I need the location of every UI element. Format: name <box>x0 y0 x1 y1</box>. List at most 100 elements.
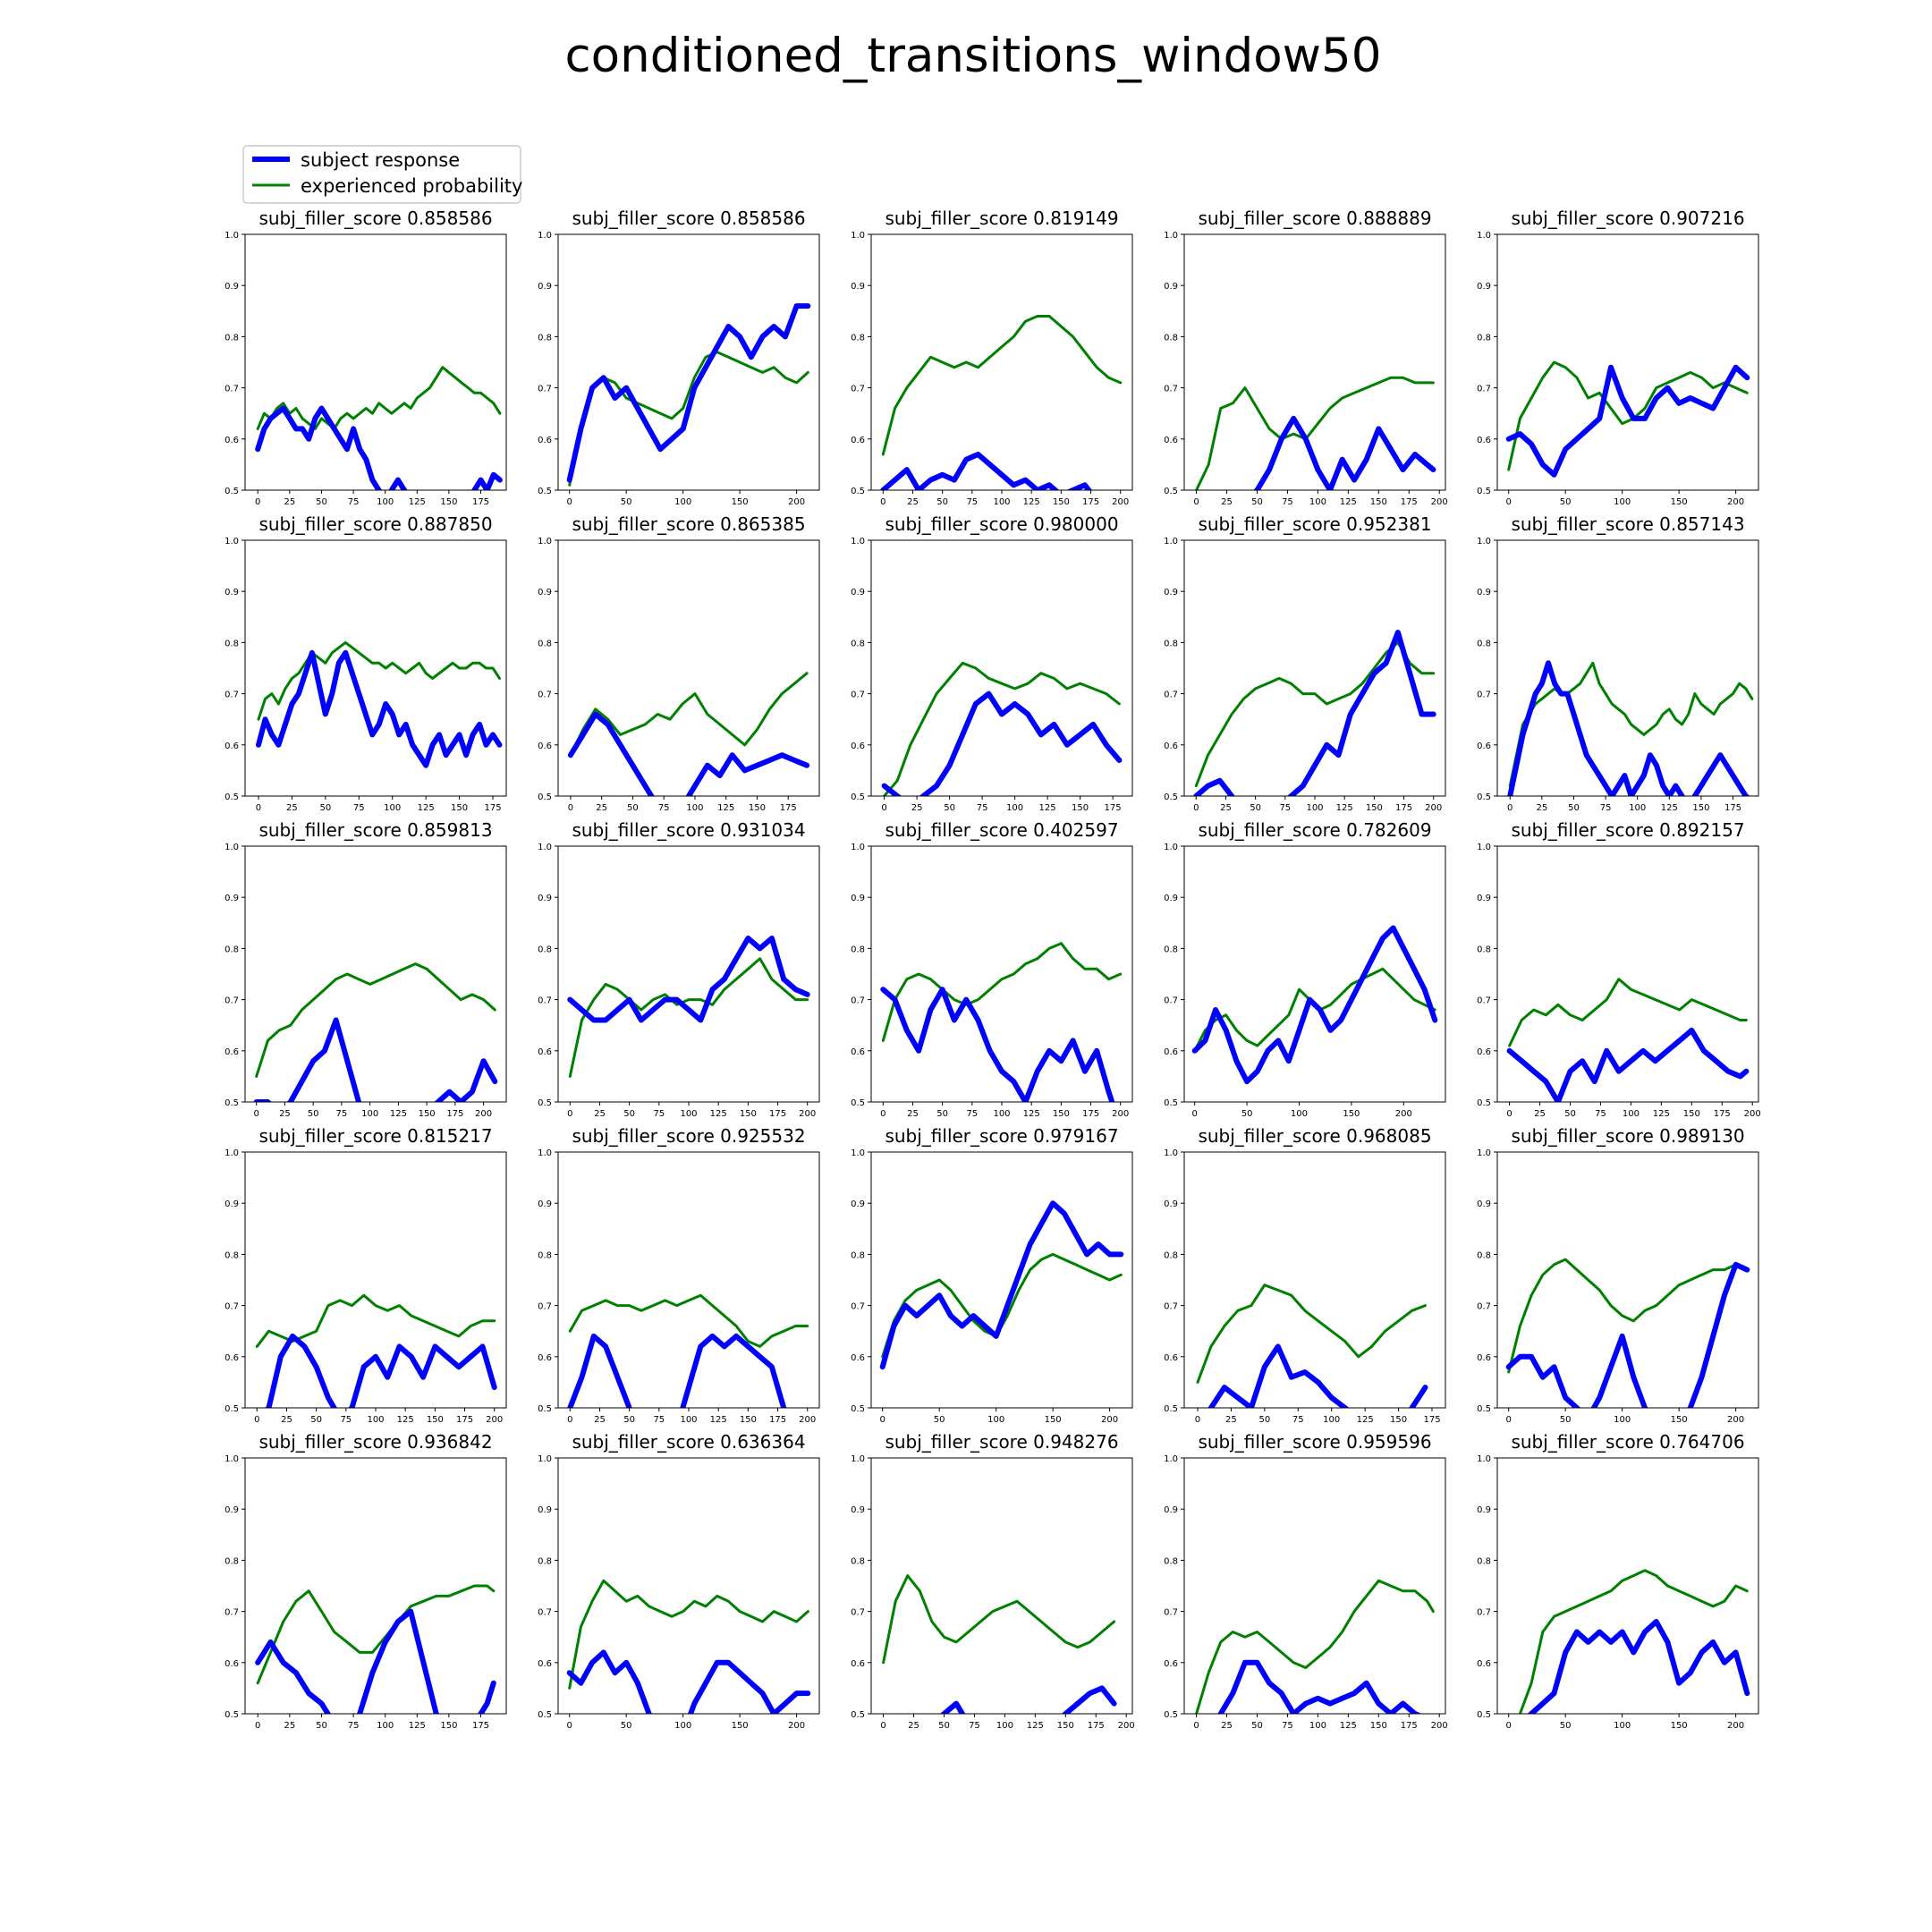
y-tick-label: 0.6 <box>1477 1353 1491 1363</box>
x-tick-label: 100 <box>1629 803 1646 813</box>
y-tick-label: 1.0 <box>851 231 865 241</box>
x-tick-label: 0 <box>1193 497 1199 507</box>
y-tick-label: 0.9 <box>1164 894 1178 903</box>
series-experienced-probability <box>882 1574 1116 1665</box>
x-tick-label: 50 <box>1568 803 1580 813</box>
x-tick-label: 75 <box>1600 803 1612 813</box>
x-tick-label: 50 <box>621 497 632 507</box>
x-tick-label: 200 <box>475 1109 492 1119</box>
x-tick-label: 75 <box>1279 803 1291 813</box>
y-tick-label: 0.9 <box>538 894 552 903</box>
y-tick-label: 0.7 <box>1164 1302 1178 1312</box>
x-tick-label: 0 <box>255 1721 260 1731</box>
x-tick-label: 125 <box>1039 803 1056 813</box>
x-tick-label: 0 <box>1506 1415 1512 1425</box>
x-tick-label: 25 <box>281 1415 292 1425</box>
x-tick-label: 150 <box>749 803 766 813</box>
subplot-series <box>1195 376 1436 490</box>
x-tick-label: 25 <box>594 1109 606 1119</box>
y-tick-label: 0.7 <box>538 691 552 700</box>
x-tick-label: 75 <box>1282 1721 1293 1731</box>
x-tick-label: 50 <box>623 1109 635 1119</box>
x-tick-label: 100 <box>686 803 703 813</box>
x-tick-label: 175 <box>472 497 489 507</box>
y-tick-label: 0.5 <box>1477 1710 1491 1720</box>
x-tick-label: 100 <box>1614 1415 1631 1425</box>
x-tick-label: 175 <box>1105 803 1122 813</box>
x-tick-label: 50 <box>1560 1721 1572 1731</box>
y-tick-label: 1.0 <box>538 1454 552 1464</box>
x-tick-label: 25 <box>284 497 295 507</box>
x-tick-label: 125 <box>1336 803 1353 813</box>
y-tick-label: 1.0 <box>538 537 552 547</box>
y-tick-label: 0.9 <box>1477 1505 1491 1515</box>
subplot: subj_filler_score 0.859813 0.5 0.6 0.7 0.8 0.… <box>225 819 507 1119</box>
subplot: subj_filler_score 0.959596 0.5 0.6 0.7 0.8 0.… <box>1164 1431 1448 1731</box>
y-tick-label: 0.7 <box>225 1608 239 1618</box>
y-tick-label: 0.9 <box>851 588 865 597</box>
subplot-frame <box>557 1457 820 1715</box>
subplot-title: subj_filler_score 0.968085 <box>1198 1125 1431 1147</box>
series-subject-response <box>880 452 1093 490</box>
y-tick-label: 1.0 <box>225 843 239 852</box>
x-tick-label: 100 <box>996 1721 1013 1731</box>
subplot: subj_filler_score 0.764706 0.5 0.6 0.7 0.8 0.… <box>1477 1431 1759 1731</box>
y-tick-label: 0.5 <box>225 792 239 802</box>
y-tick-label: 0.7 <box>1164 1608 1178 1618</box>
x-tick-label: 100 <box>384 803 401 813</box>
subplot-frame <box>1183 1457 1446 1715</box>
subplot-frame <box>870 233 1133 491</box>
x-tick-label: 25 <box>1225 1415 1237 1425</box>
y-tick-label: 0.6 <box>225 436 239 445</box>
y-tick-label: 0.9 <box>1477 282 1491 292</box>
y-tick-label: 1.0 <box>225 1454 239 1464</box>
y-tick-label: 0.7 <box>225 1302 239 1312</box>
subplot-frame <box>1496 539 1759 797</box>
x-tick-label: 150 <box>1072 803 1089 813</box>
subplot: subj_filler_score 0.865385 0.5 0.6 0.7 0.8 0.… <box>538 513 820 813</box>
y-tick-label: 0.9 <box>1477 588 1491 597</box>
x-tick-label: 0 <box>254 1109 259 1119</box>
y-tick-label: 0.5 <box>851 1404 865 1414</box>
x-tick-label: 50 <box>936 497 948 507</box>
series-subject-response <box>567 711 810 796</box>
x-tick-label: 150 <box>1057 1721 1074 1731</box>
y-tick-label: 0.7 <box>538 385 552 394</box>
legend-label-subject-response: subject response <box>301 149 460 171</box>
subplot-grid: subj_filler_score 0.858586 0.5 0.6 0.7 0.8 0.… <box>225 208 1761 1731</box>
series-subject-response <box>1505 1261 1750 1408</box>
x-tick-label: 50 <box>621 1721 632 1731</box>
subplot-title: subj_filler_score 0.819149 <box>885 208 1118 229</box>
x-tick-label: 150 <box>427 1415 444 1425</box>
subplot-series <box>567 936 810 1078</box>
x-tick-label: 150 <box>1683 1109 1700 1119</box>
x-tick-label: 25 <box>284 1721 295 1731</box>
x-tick-label: 0 <box>880 497 886 507</box>
x-tick-label: 150 <box>732 1721 749 1731</box>
subplot-frame <box>244 1151 507 1409</box>
x-tick-label: 175 <box>484 803 501 813</box>
subplot-series <box>255 1293 497 1408</box>
series-experienced-probability <box>569 672 809 757</box>
subplot: subj_filler_score 0.858586 0.5 0.6 0.7 0.8 0.… <box>538 208 820 507</box>
y-tick-label: 0.5 <box>538 1098 552 1108</box>
x-tick-label: 0 <box>880 1721 886 1731</box>
subplot-series <box>256 640 503 768</box>
x-tick-label: 150 <box>1053 1109 1070 1119</box>
x-tick-label: 0 <box>567 1415 572 1425</box>
x-tick-label: 100 <box>680 1109 697 1119</box>
x-tick-label: 125 <box>418 803 435 813</box>
y-tick-label: 0.9 <box>538 1505 552 1515</box>
subplot-title: subj_filler_score 0.980000 <box>885 513 1118 535</box>
x-tick-label: 150 <box>440 497 457 507</box>
subplot-frame <box>557 1151 820 1409</box>
subplot: subj_filler_score 0.888889 0.5 0.6 0.7 0.8 0.… <box>1164 208 1448 507</box>
x-tick-label: 25 <box>1534 1109 1546 1119</box>
y-tick-label: 0.9 <box>225 1505 239 1515</box>
y-tick-label: 0.9 <box>1164 282 1178 292</box>
y-tick-label: 1.0 <box>851 1454 865 1464</box>
subplot-series <box>567 1293 809 1408</box>
y-tick-label: 1.0 <box>538 843 552 852</box>
x-tick-label: 125 <box>409 497 426 507</box>
y-tick-label: 0.9 <box>851 1505 865 1515</box>
